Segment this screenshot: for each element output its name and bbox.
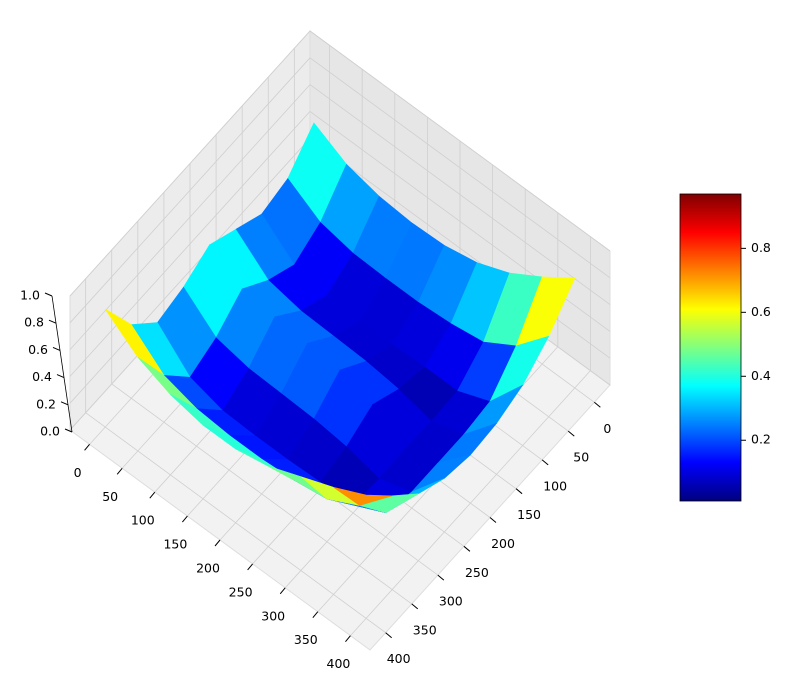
y-tick [411, 603, 419, 610]
x-tick [149, 491, 156, 499]
y-tick-label: 350 [413, 622, 437, 637]
z-tick-label: 0.4 [32, 369, 52, 384]
z-tick-label: 0.0 [40, 424, 60, 439]
z-tick-label: 0.2 [36, 396, 56, 411]
grid-line [309, 137, 611, 359]
x-tick [84, 444, 90, 451]
z-tick [64, 428, 73, 433]
grid-line [69, 57, 311, 324]
y-tick [515, 488, 523, 495]
z-tick [52, 346, 61, 351]
grid-line [85, 412, 386, 634]
colorbar-tick-label: 0.4 [751, 368, 771, 383]
grid-line [69, 30, 311, 297]
y-tick-label: 0 [603, 421, 611, 436]
colorbar-body [679, 193, 742, 502]
surface [104, 122, 576, 514]
colorbar-tick-label: 0.6 [751, 304, 771, 319]
grid-line [69, 137, 311, 404]
y-tick-label: 150 [517, 507, 541, 522]
x-tick-label: 400 [327, 656, 351, 671]
x-tick [247, 563, 253, 571]
grid-line [309, 30, 611, 252]
z-tick [44, 292, 53, 297]
x-tick [116, 467, 123, 475]
x-tick-label: 350 [294, 632, 318, 647]
axes: 0501001502002503003504000501001502002503… [20, 288, 611, 672]
z-tick [48, 319, 57, 324]
x-tick-label: 150 [163, 537, 187, 552]
grid-line [111, 383, 412, 605]
grid-line [69, 111, 311, 377]
y-tick-label: 250 [465, 565, 489, 580]
grid-line [69, 84, 311, 350]
x-tick-label: 200 [196, 561, 220, 576]
x-tick-label: 0 [74, 465, 82, 480]
x-tick [312, 611, 319, 619]
x-tick [182, 515, 188, 523]
z-tick-label: 1.0 [20, 288, 40, 303]
colorbar-tick-label: 0.8 [751, 240, 771, 255]
y-tick [594, 401, 601, 408]
z-tick [60, 401, 69, 406]
y-tick [567, 430, 575, 437]
grid-line [309, 57, 611, 279]
y-tick-label: 100 [543, 478, 567, 493]
y-tick [437, 574, 445, 581]
z-tick-label: 0.6 [28, 342, 48, 357]
x-tick [279, 587, 286, 595]
z-tick [56, 374, 65, 379]
y-tick-label: 50 [573, 450, 589, 465]
colorbar-tick-label: 0.2 [751, 432, 771, 447]
x-tick-label: 250 [229, 584, 253, 599]
grid-line [309, 84, 611, 305]
z-tick-label: 0.8 [24, 315, 44, 330]
y-tick-label: 300 [439, 594, 463, 609]
y-tick [463, 545, 471, 552]
x-tick-label: 300 [261, 608, 285, 623]
y-tick-label: 400 [387, 651, 411, 666]
z-axis-line [51, 295, 73, 433]
x-tick [345, 635, 351, 642]
x-tick-label: 50 [102, 489, 118, 504]
colorbar: 0.2 0.4 0.6 0.8 [679, 193, 771, 502]
y-tick [385, 632, 392, 639]
surface-patch [333, 487, 393, 506]
x-tick [214, 539, 221, 547]
y-tick-label: 200 [491, 536, 515, 551]
x-tick-label: 100 [131, 513, 155, 528]
y-tick [541, 459, 549, 466]
y-tick [489, 517, 497, 523]
